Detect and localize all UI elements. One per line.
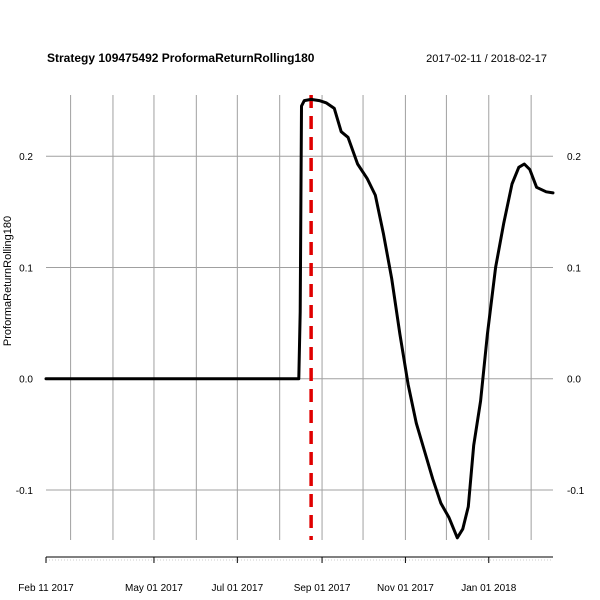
y-tick-label-left: 0.0 bbox=[19, 375, 33, 386]
x-tick-label: Sep 01 2017 bbox=[294, 583, 351, 594]
y-axis-label: ProformaReturnRolling180 bbox=[2, 216, 14, 346]
x-tick-label: Jan 01 2018 bbox=[461, 583, 516, 594]
x-tick-label: Nov 01 2017 bbox=[377, 583, 434, 594]
x-tick-label: Jul 01 2017 bbox=[211, 583, 263, 594]
date-range: 2017-02-11 / 2018-02-17 bbox=[426, 53, 547, 65]
series-layer bbox=[44, 97, 555, 540]
axes: -0.1 -0.1 0.0 0.0 0.1 0.1 0.2 0.2 Feb 11 2017 May… bbox=[16, 152, 585, 594]
y-tick-label-right: 0.0 bbox=[567, 375, 581, 386]
y-tick-label-right: -0.1 bbox=[567, 486, 585, 497]
y-tick-label-right: 0.2 bbox=[567, 152, 581, 163]
x-tick-label: Feb 11 2017 bbox=[18, 583, 74, 594]
y-tick-label-left: -0.1 bbox=[16, 486, 34, 497]
series-line bbox=[44, 97, 555, 540]
x-tick-label: May 01 2017 bbox=[125, 583, 183, 594]
y-tick-label-right: 0.1 bbox=[567, 263, 581, 274]
y-tick-label-left: 0.1 bbox=[19, 263, 33, 274]
y-tick-label-left: 0.2 bbox=[19, 152, 33, 163]
chart-title: Strategy 109475492 ProformaReturnRolling… bbox=[47, 51, 315, 65]
